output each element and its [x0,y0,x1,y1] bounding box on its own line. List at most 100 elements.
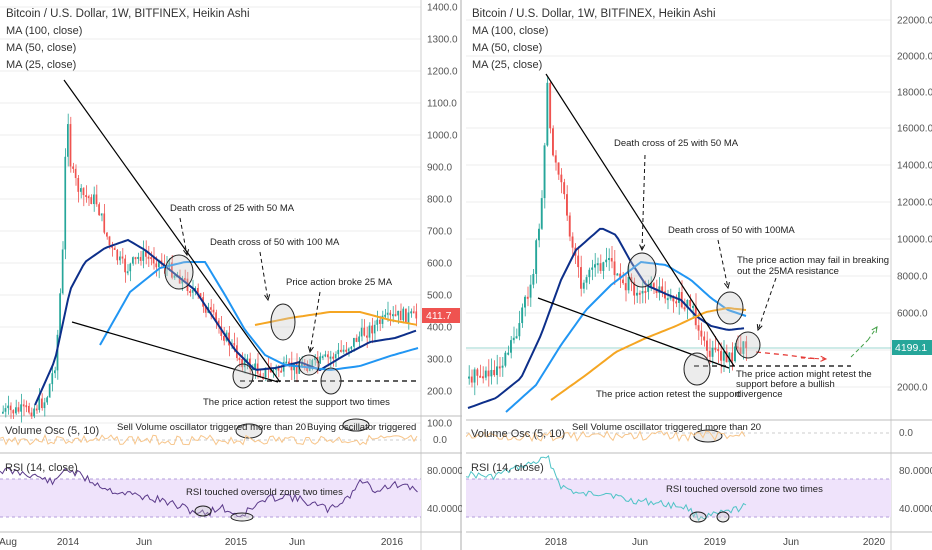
candle-body [59,293,61,335]
candle-body [407,312,410,323]
highlight-ellipse [342,418,370,432]
left-legend-ma100[interactable]: MA (100, close) [6,25,83,37]
candle-body [678,292,680,303]
left-chart-canvas[interactable]: 1400.0 1300.0 1200.0 1100.0 1000.0 900.0 800.0… [0,0,462,550]
right-chart-canvas[interactable]: 22000.0 20000.0 18000.0 16000.0 14000.0 12000… [466,0,932,550]
highlight-ellipse [164,254,194,290]
left-chart-pane[interactable]: 1400.0 1300.0 1200.0 1100.0 1000.0 900.0 800.0… [0,0,462,550]
right-legend-ma25[interactable]: MA (25, close) [472,59,543,71]
candle-body [306,367,308,372]
candle-body [566,194,568,216]
time-axis-label: 2016 [381,537,404,548]
right-legend-ma50[interactable]: MA (50, close) [472,42,543,54]
candle-body [487,370,490,377]
time-axis-label: 2020 [863,537,886,548]
annotation-death-cross-25-50: Death cross of 25 with 50 MA [170,203,295,214]
candle-body [22,404,25,407]
right-legend-ma100[interactable]: MA (100, close) [472,25,549,37]
candle-body [241,359,243,368]
ma25-line [467,227,745,409]
candle-body [504,352,507,366]
annotation-arrow-line [179,217,188,256]
candle-body [482,376,484,379]
candle-body [658,286,661,294]
right-volume-osc-label[interactable]: Volume Osc (5, 10) [471,428,566,440]
candle-body [484,370,487,378]
highlight-ellipse [298,354,320,376]
candle-body [493,369,496,376]
candle-body [210,307,212,310]
candle-body [717,349,720,352]
price-tick-label: 8000.0 [897,272,928,283]
right-rsi-label[interactable]: RSI (14, close) [471,462,544,474]
candle-body [184,277,186,280]
rsi-axis-80: 80.0000 [427,466,462,477]
left-rsi-label[interactable]: RSI (14, close) [5,462,78,474]
ma50-line [99,261,419,371]
highlight-ellipse [270,303,296,341]
price-tick-label: 1400.0 [427,3,458,14]
candle-body [468,376,470,379]
candle-body [610,258,613,262]
left-volume-osc-label[interactable]: Volume Osc (5, 10) [5,425,100,437]
candle-body [647,287,650,292]
candle-body [327,354,329,358]
candle-body [95,194,98,205]
candle-body [4,408,7,412]
candle-body [332,356,334,359]
candle-body [692,305,694,308]
candle-body [594,264,596,268]
descending-trendline [545,73,735,367]
candle-body [739,347,742,354]
candle-body [736,346,739,349]
left-legend-ma25[interactable]: MA (25, close) [6,59,77,71]
candle-body [585,277,588,283]
candle-body [121,256,124,259]
candle-body [139,256,142,261]
price-tick-label: 1200.0 [427,67,458,78]
candle-body [524,296,526,308]
candle-body [496,366,498,376]
candle-body [613,261,616,276]
candle-body [543,145,546,199]
annotation-buying-osc: Buying oscillator triggered [307,422,416,433]
candle-body [314,356,316,361]
candle-body [490,369,493,377]
candle-body [644,290,647,293]
lower-trendline [71,321,279,383]
candle-body [98,204,100,216]
annotation-rsi-oversold: RSI touched oversold zone two times [186,487,343,498]
annotation-death-cross-50-100: Death cross of 50 with 100 MA [210,237,340,248]
descending-trendline [63,79,281,383]
highlight-ellipse [689,511,707,523]
annotation-arrow-head [871,326,878,334]
highlight-ellipse [716,291,744,325]
candle-body [155,263,158,268]
candle-body [501,365,504,368]
candle-body [515,336,518,339]
candle-body [521,307,524,324]
candle-body [28,405,30,413]
candle-body [189,290,191,293]
candle-body [46,397,48,403]
ma50-line [505,260,747,413]
candle-body [126,271,129,274]
candle-body [20,404,22,412]
candle-body [61,249,64,294]
candle-body [134,257,137,260]
candle-body [728,352,731,363]
annotation-arrow-line [867,326,878,341]
candle-body [329,356,332,359]
lower-trendline [537,297,730,369]
candle-body [191,289,194,293]
candle-body [711,347,714,357]
candle-body [17,407,20,412]
price-tick-label: 400.0 [427,323,452,334]
highlight-ellipse [194,505,212,517]
candle-body [538,228,540,241]
right-chart-pane[interactable]: 22000.0 20000.0 18000.0 16000.0 14000.0 12000… [466,0,932,550]
candle-body [689,299,692,307]
annotation-fail-break-1: The price action may fail in breaking [737,255,889,266]
left-legend-ma50[interactable]: MA (50, close) [6,42,77,54]
candle-body [43,402,46,409]
